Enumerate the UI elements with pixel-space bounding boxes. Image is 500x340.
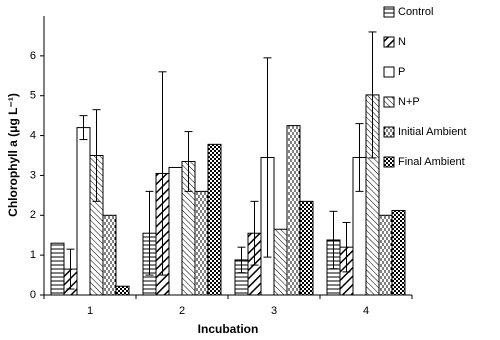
error-bar xyxy=(250,200,259,266)
bar xyxy=(207,143,222,296)
bar xyxy=(115,285,130,296)
bar xyxy=(76,127,91,296)
legend-label: P xyxy=(398,66,405,78)
bar xyxy=(299,200,314,296)
legend-item: Final Ambient xyxy=(383,156,465,168)
error-bar xyxy=(342,221,351,273)
legend-label: Final Ambient xyxy=(398,156,465,168)
y-axis-title: Chlorophyll a (μg L⁻¹) xyxy=(6,93,20,217)
y-tick-label: 0 xyxy=(30,289,36,301)
y-tick-label: 5 xyxy=(30,90,36,102)
error-bar xyxy=(145,190,154,276)
bar xyxy=(194,190,209,296)
bar xyxy=(378,214,393,296)
error-bar xyxy=(263,57,272,258)
bar xyxy=(273,228,288,296)
legend-item: Control xyxy=(383,6,433,18)
legend-swatch xyxy=(383,6,395,18)
bar xyxy=(391,210,406,296)
legend-swatch xyxy=(383,96,395,108)
legend-item: P xyxy=(383,66,405,78)
x-axis-title: Incubation xyxy=(198,322,259,336)
x-tick-label: 4 xyxy=(363,305,369,317)
x-tick-label: 3 xyxy=(271,305,277,317)
legend-swatch xyxy=(383,126,395,138)
y-tick-label: 4 xyxy=(30,129,36,141)
legend-swatch xyxy=(383,36,395,48)
legend-label: Control xyxy=(398,6,433,18)
error-bar xyxy=(79,115,88,141)
legend-label: N xyxy=(398,36,406,48)
legend-swatch xyxy=(383,66,395,78)
error-bar xyxy=(184,131,193,192)
error-bar xyxy=(158,71,167,276)
error-bar xyxy=(237,246,246,274)
error-bar xyxy=(329,210,338,270)
error-bar xyxy=(66,248,75,290)
legend-swatch xyxy=(383,156,395,168)
x-tick-label: 1 xyxy=(87,305,93,317)
y-tick-label: 2 xyxy=(30,209,36,221)
error-bar xyxy=(355,123,364,192)
legend-item: N+P xyxy=(383,96,420,108)
legend-item: Initial Ambient xyxy=(383,126,466,138)
y-tick-label: 3 xyxy=(30,169,36,181)
legend-label: Initial Ambient xyxy=(398,126,466,138)
y-tick-label: 1 xyxy=(30,249,36,261)
legend-item: N xyxy=(383,36,406,48)
bar xyxy=(102,214,117,296)
bar xyxy=(286,125,301,296)
legend-label: N+P xyxy=(398,96,420,108)
x-tick-label: 2 xyxy=(179,305,185,317)
y-tick-label: 6 xyxy=(30,50,36,62)
bar xyxy=(50,242,65,296)
error-bar xyxy=(368,31,377,159)
error-bar xyxy=(92,109,101,202)
bar xyxy=(168,166,183,296)
